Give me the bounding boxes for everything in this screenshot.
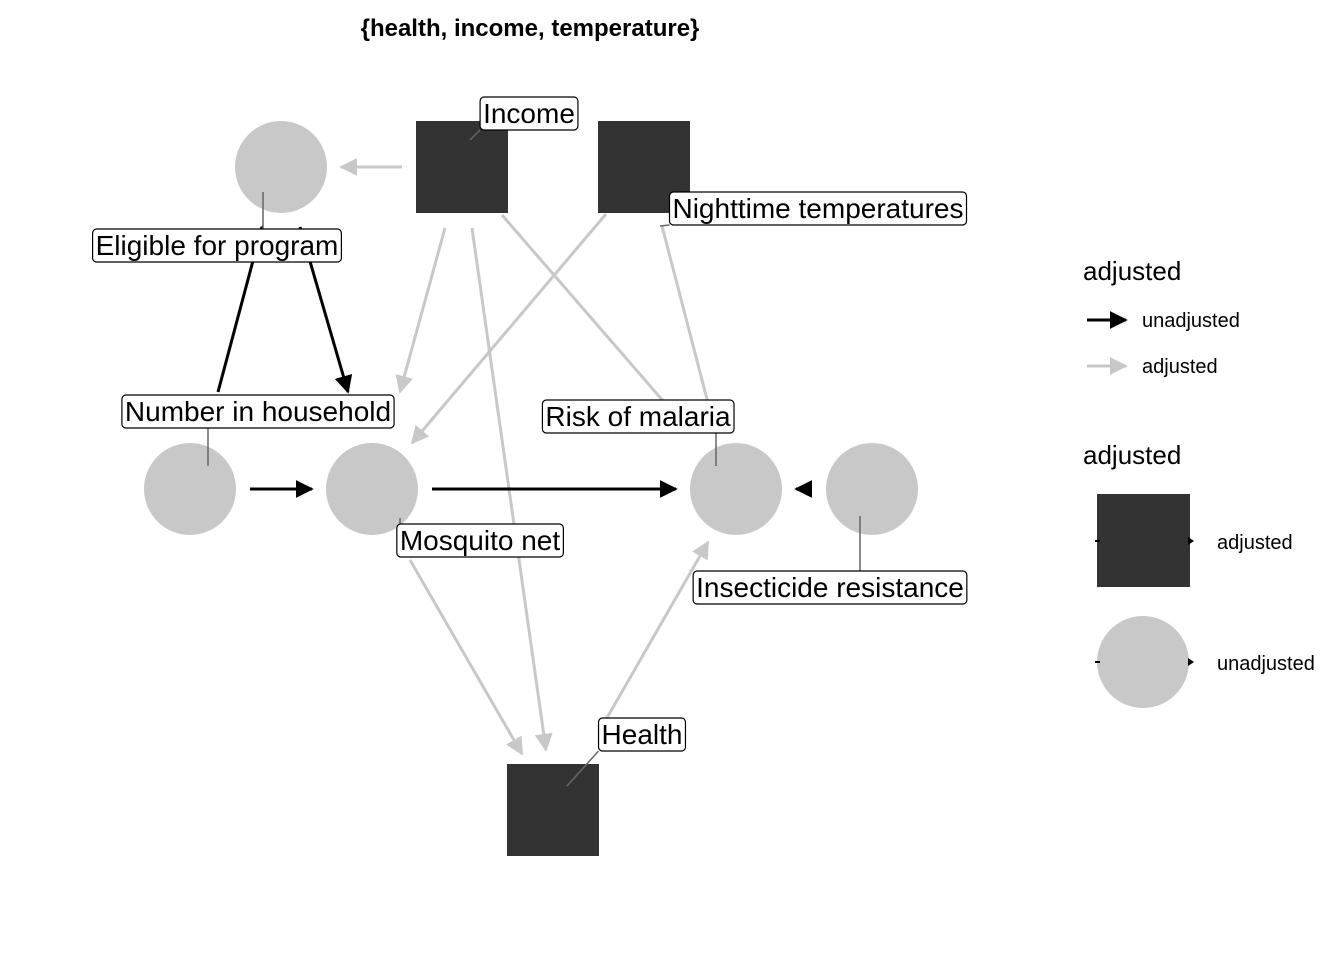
node-eligible: [235, 121, 327, 213]
node-label-text: Eligible for program: [96, 230, 339, 261]
edge-temp-to-net: [410, 213, 608, 445]
node-label-household: Number in household: [121, 394, 395, 466]
node-label-health: Health: [566, 717, 687, 787]
legend-node-adjusted-swatch: [1097, 494, 1190, 587]
node-malaria: [690, 443, 782, 535]
node-resistance: [826, 443, 918, 535]
node-label-net: Mosquito net: [396, 518, 564, 558]
node-net: [326, 443, 418, 535]
node-label-temp: Nighttime temperatures: [659, 191, 968, 227]
legend-node-unadjusted-swatch: [1097, 616, 1189, 708]
node-label-income: Income: [469, 96, 579, 141]
legend-node-unadjusted-arrow-icon: [1188, 658, 1194, 666]
node-label-text: Number in household: [125, 396, 391, 427]
node-label-box: [541, 399, 735, 434]
node-label-resistance: Insecticide resistance: [692, 516, 968, 605]
edges-layer: [216, 158, 813, 756]
legend-node-adjusted-arrow-icon: [1188, 537, 1194, 545]
node-income: [416, 121, 508, 213]
node-health: [507, 764, 599, 856]
node-label-box: [92, 228, 342, 263]
legend-node-title: adjusted: [1083, 440, 1181, 470]
node-label-box: [479, 96, 579, 131]
node-label-box: [396, 523, 564, 558]
edge-temp-to-malaria: [660, 225, 720, 432]
label-leader-line: [469, 129, 481, 141]
legend-node-unadjusted-label: unadjusted: [1217, 653, 1315, 675]
node-label-box: [668, 191, 968, 226]
node-label-malaria: Risk of malaria: [541, 399, 735, 466]
legend-edges: adjusted unadjusted adjusted: [1083, 256, 1240, 378]
node-label-text: Income: [483, 98, 575, 129]
legend-nodes: adjusted adjusted unadjusted: [1083, 440, 1315, 708]
legend-edge-title: adjusted: [1083, 256, 1181, 286]
label-leader-line: [566, 750, 600, 787]
edge-health-to-malaria: [598, 540, 710, 731]
node-label-text: Health: [602, 719, 683, 750]
node-label-box: [597, 717, 687, 752]
legend-node-adjusted-label: adjusted: [1217, 532, 1293, 554]
labels-layer: Income Nighttime temperatures Eligible for…: [92, 96, 968, 787]
nodes-layer: [144, 121, 918, 856]
edge-net-to-health: [408, 559, 524, 756]
legend-edge-unadjusted-label: unadjusted: [1142, 310, 1240, 332]
node-label-eligible: Eligible for program: [92, 192, 342, 263]
node-label-text: Nighttime temperatures: [672, 193, 963, 224]
node-label-text: Insecticide resistance: [696, 572, 964, 603]
edge-income-to-malaria: [500, 214, 692, 434]
node-label-text: Risk of malaria: [545, 401, 731, 432]
node-label-text: Mosquito net: [400, 525, 561, 556]
diagram-title: {health, income, temperature}: [361, 15, 700, 42]
node-label-box: [121, 394, 395, 429]
legend-edge-adjusted-label: adjusted: [1142, 356, 1218, 378]
label-leader-line: [659, 224, 670, 227]
edge-income-to-net: [395, 227, 447, 394]
node-household: [144, 443, 236, 535]
node-label-box: [692, 570, 968, 605]
